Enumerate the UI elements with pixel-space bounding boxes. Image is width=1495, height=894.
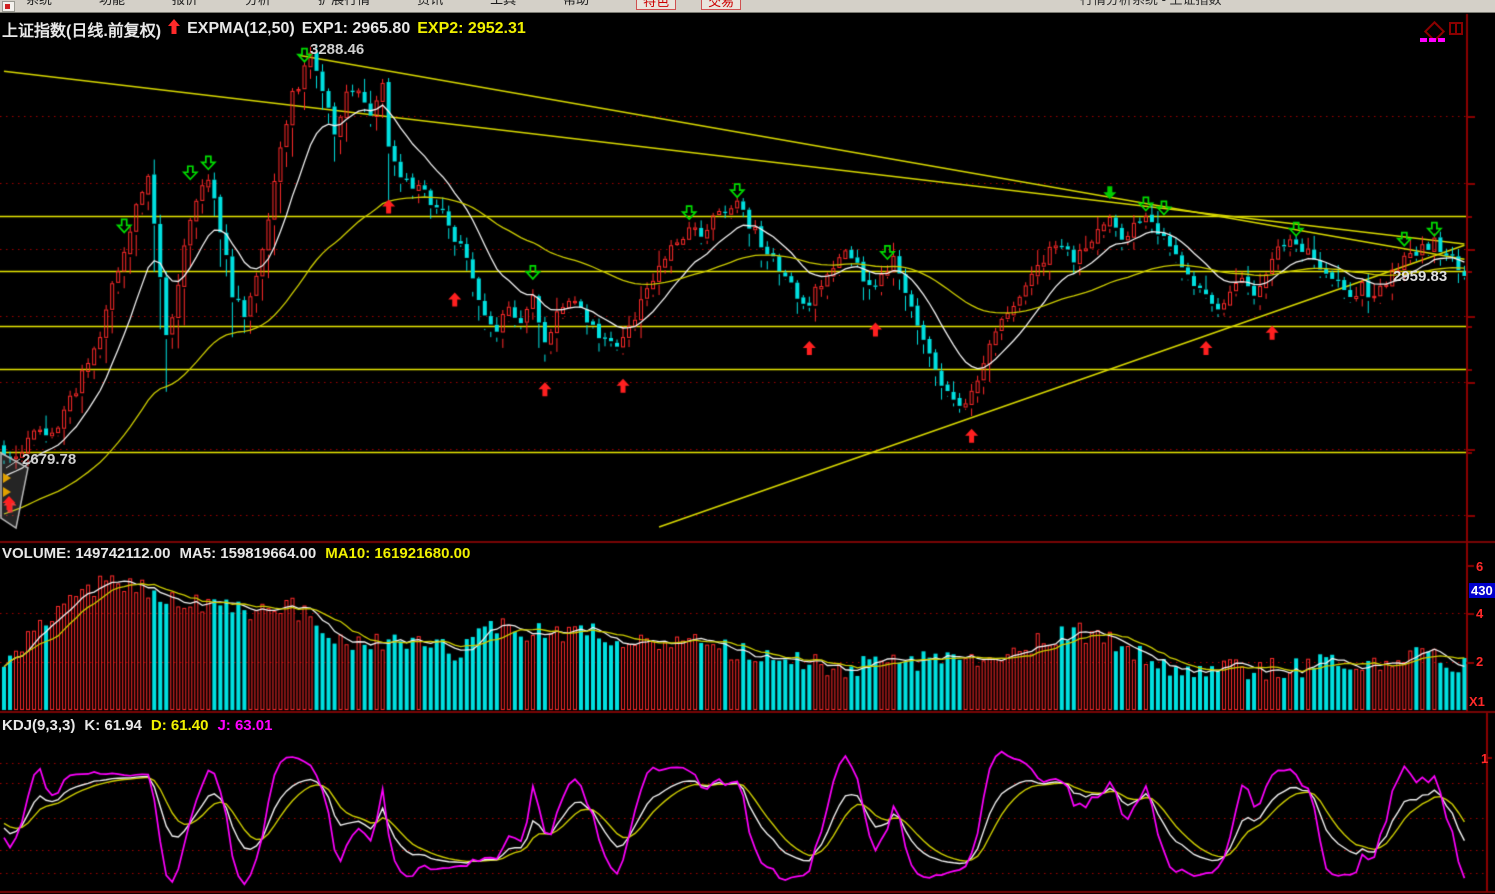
- menu-item-system[interactable]: 系统: [26, 0, 52, 7]
- menu-item-quote[interactable]: 报价: [172, 0, 198, 7]
- app-icon[interactable]: [2, 1, 15, 12]
- drawing-dashes-icon[interactable]: [1420, 38, 1445, 42]
- menu-item-info[interactable]: 资讯: [417, 0, 443, 7]
- menu-item-function[interactable]: 功能: [99, 0, 125, 7]
- menu-item-extended[interactable]: 扩展行情: [318, 0, 370, 7]
- window-tool-icon[interactable]: [1449, 22, 1463, 35]
- window-title: 行情分析系统 - 上证指数: [1080, 0, 1222, 7]
- menu-item-analysis[interactable]: 分析: [245, 0, 271, 7]
- menu-item-trade[interactable]: 交易: [701, 0, 742, 10]
- menu-bar: 系统 功能 报价 分析 扩展行情 资讯 工具 帮助 特色 交易 行情分析系统 -…: [0, 0, 1495, 13]
- menu-item-help[interactable]: 帮助: [563, 0, 589, 7]
- menu-item-tools[interactable]: 工具: [490, 0, 516, 7]
- menu-item-special[interactable]: 特色: [636, 0, 677, 10]
